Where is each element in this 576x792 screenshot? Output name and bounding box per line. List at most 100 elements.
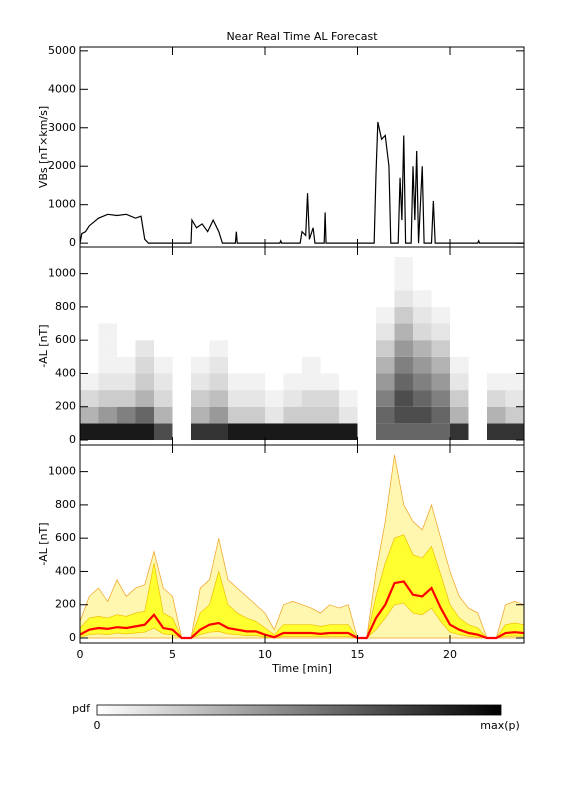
pdf-cell <box>505 340 524 357</box>
pdf-cell <box>265 323 284 341</box>
pdf-cell <box>431 323 450 341</box>
pdf-cell <box>283 373 302 391</box>
y-tick-label: 400 <box>55 564 76 577</box>
pdf-cell <box>357 273 376 291</box>
pdf-cell <box>135 423 154 441</box>
y-tick-label: 400 <box>55 366 76 379</box>
pdf-cell <box>487 323 506 341</box>
pdf-cell <box>191 390 210 407</box>
pdf-cell <box>80 406 99 424</box>
y-tick-label: 800 <box>55 300 76 313</box>
median-line <box>80 580 524 640</box>
pdf-cell <box>413 406 432 424</box>
pdf-cell <box>320 340 339 357</box>
pdf-cell <box>302 273 321 291</box>
panel: 0 1000 2000 3000 4000 5000 Near Real Time AL F… <box>37 30 525 249</box>
pdf-cell <box>302 390 321 407</box>
pdf-cell <box>394 273 413 291</box>
pdf-cell <box>135 406 154 424</box>
pdf-cell <box>450 390 469 407</box>
pdf-cell <box>98 290 117 307</box>
pdf-cell <box>376 356 395 374</box>
pdf-cell <box>265 256 284 274</box>
pdf-cell <box>209 423 228 441</box>
pdf-cell <box>172 390 191 407</box>
pdf-cell <box>431 423 450 441</box>
pdf-cell <box>394 356 413 374</box>
pdf-cell <box>302 340 321 357</box>
pdf-cell <box>468 323 487 341</box>
pdf-cell <box>135 256 154 274</box>
pdf-cell <box>450 323 469 341</box>
pdf-cell <box>246 273 265 291</box>
y-tick-label: 5000 <box>48 44 76 57</box>
pdf-cell <box>413 290 432 307</box>
y-tick-label: 0 <box>69 236 76 249</box>
pdf-cell <box>154 340 173 357</box>
pdf-cell <box>246 390 265 407</box>
pdf-cell <box>209 340 228 357</box>
pdf-cell <box>450 290 469 307</box>
colorbar-min: 0 <box>94 719 101 732</box>
pdf-cell <box>468 290 487 307</box>
x-tick-label: 20 <box>443 648 457 661</box>
pdf-cell <box>468 356 487 374</box>
pdf-cell <box>209 256 228 274</box>
pdf-cell <box>228 340 247 357</box>
pdf-cell <box>228 273 247 291</box>
pdf-cell <box>413 356 432 374</box>
pdf-cell <box>117 340 136 357</box>
pdf-cell <box>117 323 136 341</box>
x-tick-label: 15 <box>351 648 365 661</box>
pdf-cell <box>505 306 524 324</box>
pdf-cell <box>172 306 191 324</box>
pdf-cell <box>246 323 265 341</box>
pdf-cell <box>209 390 228 407</box>
pdf-cell <box>505 273 524 291</box>
pdf-cell <box>80 290 99 307</box>
pdf-cell <box>394 323 413 341</box>
pdf-cell <box>505 406 524 424</box>
pdf-cell <box>339 290 358 307</box>
pdf-cell <box>320 290 339 307</box>
pdf-cell <box>265 306 284 324</box>
pdf-cell <box>228 323 247 341</box>
pdf-cell <box>117 273 136 291</box>
pdf-cell <box>505 356 524 374</box>
pdf-cell <box>135 323 154 341</box>
pdf-cell <box>450 423 469 441</box>
y-axis-label: -AL [nT] <box>37 522 50 565</box>
plot-area <box>80 121 524 244</box>
pdf-cell <box>320 390 339 407</box>
pdf-cell <box>357 373 376 391</box>
pdf-cell <box>228 256 247 274</box>
pdf-cell <box>339 406 358 424</box>
pdf-cell <box>320 256 339 274</box>
pdf-cell <box>191 306 210 324</box>
pdf-cell <box>357 423 376 441</box>
pdf-cell <box>487 306 506 324</box>
pdf-cell <box>283 390 302 407</box>
y-tick-label: 1000 <box>48 198 76 211</box>
pdf-cell <box>339 273 358 291</box>
pdf-cell <box>505 373 524 391</box>
pdf-cell <box>209 356 228 374</box>
y-tick-label: 800 <box>55 498 76 511</box>
pdf-cell <box>265 406 284 424</box>
pdf-cell <box>80 323 99 341</box>
y-tick-label: 1000 <box>48 465 76 478</box>
pdf-cell <box>172 273 191 291</box>
y-axis-label: -AL [nT] <box>37 324 50 367</box>
pdf-cell <box>98 306 117 324</box>
pdf-cell <box>265 390 284 407</box>
pdf-cell <box>172 406 191 424</box>
pdf-cell <box>265 423 284 441</box>
pdf-cell <box>431 256 450 274</box>
pdf-cell <box>487 340 506 357</box>
pdf-cell <box>487 406 506 424</box>
pdf-cell <box>394 373 413 391</box>
y-tick-label: 4000 <box>48 82 76 95</box>
pdf-cell <box>487 373 506 391</box>
frame <box>79 46 525 248</box>
pdf-cell <box>154 356 173 374</box>
